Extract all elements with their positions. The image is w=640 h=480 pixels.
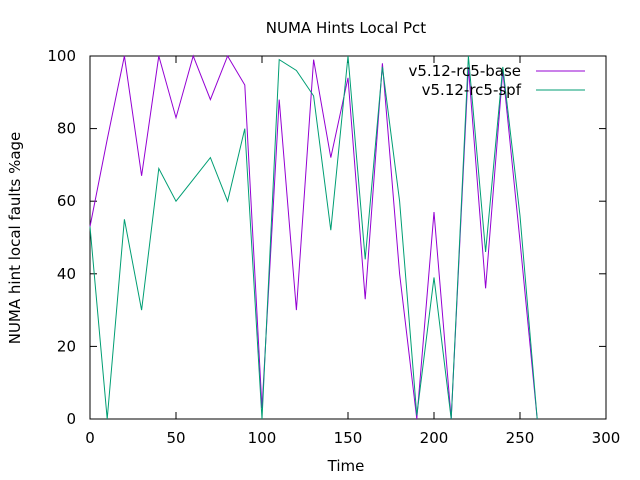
y-tick-label: 100 — [47, 47, 76, 65]
x-tick-label: 0 — [85, 429, 95, 447]
y-tick-label: 80 — [57, 120, 76, 138]
x-tick-label: 150 — [334, 429, 363, 447]
series-line — [89, 55, 538, 420]
legend-label: v5.12-rc5-spf — [422, 81, 522, 99]
legend-label: v5.12-rc5-base — [409, 62, 522, 80]
y-tick-label: 40 — [57, 265, 76, 283]
chart-title: NUMA Hints Local Pct — [266, 19, 427, 37]
x-tick-label: 250 — [506, 429, 535, 447]
axis-ticks: 0 50 100 150 200 250 300 0 20 40 60 80 100 — [47, 47, 620, 447]
y-tick-label: 20 — [57, 337, 76, 355]
series-group — [89, 54, 538, 420]
y-tick-label: 0 — [66, 410, 76, 428]
y-axis-label: NUMA hint local faults %age — [6, 132, 24, 345]
plot-frame — [89, 55, 607, 420]
y-tick-label: 60 — [57, 192, 76, 210]
x-tick-label: 300 — [592, 429, 621, 447]
series-line — [89, 54, 538, 420]
x-tick-label: 50 — [166, 429, 185, 447]
x-tick-label: 100 — [248, 429, 277, 447]
x-axis-label: Time — [327, 457, 365, 475]
x-tick-label: 200 — [420, 429, 449, 447]
